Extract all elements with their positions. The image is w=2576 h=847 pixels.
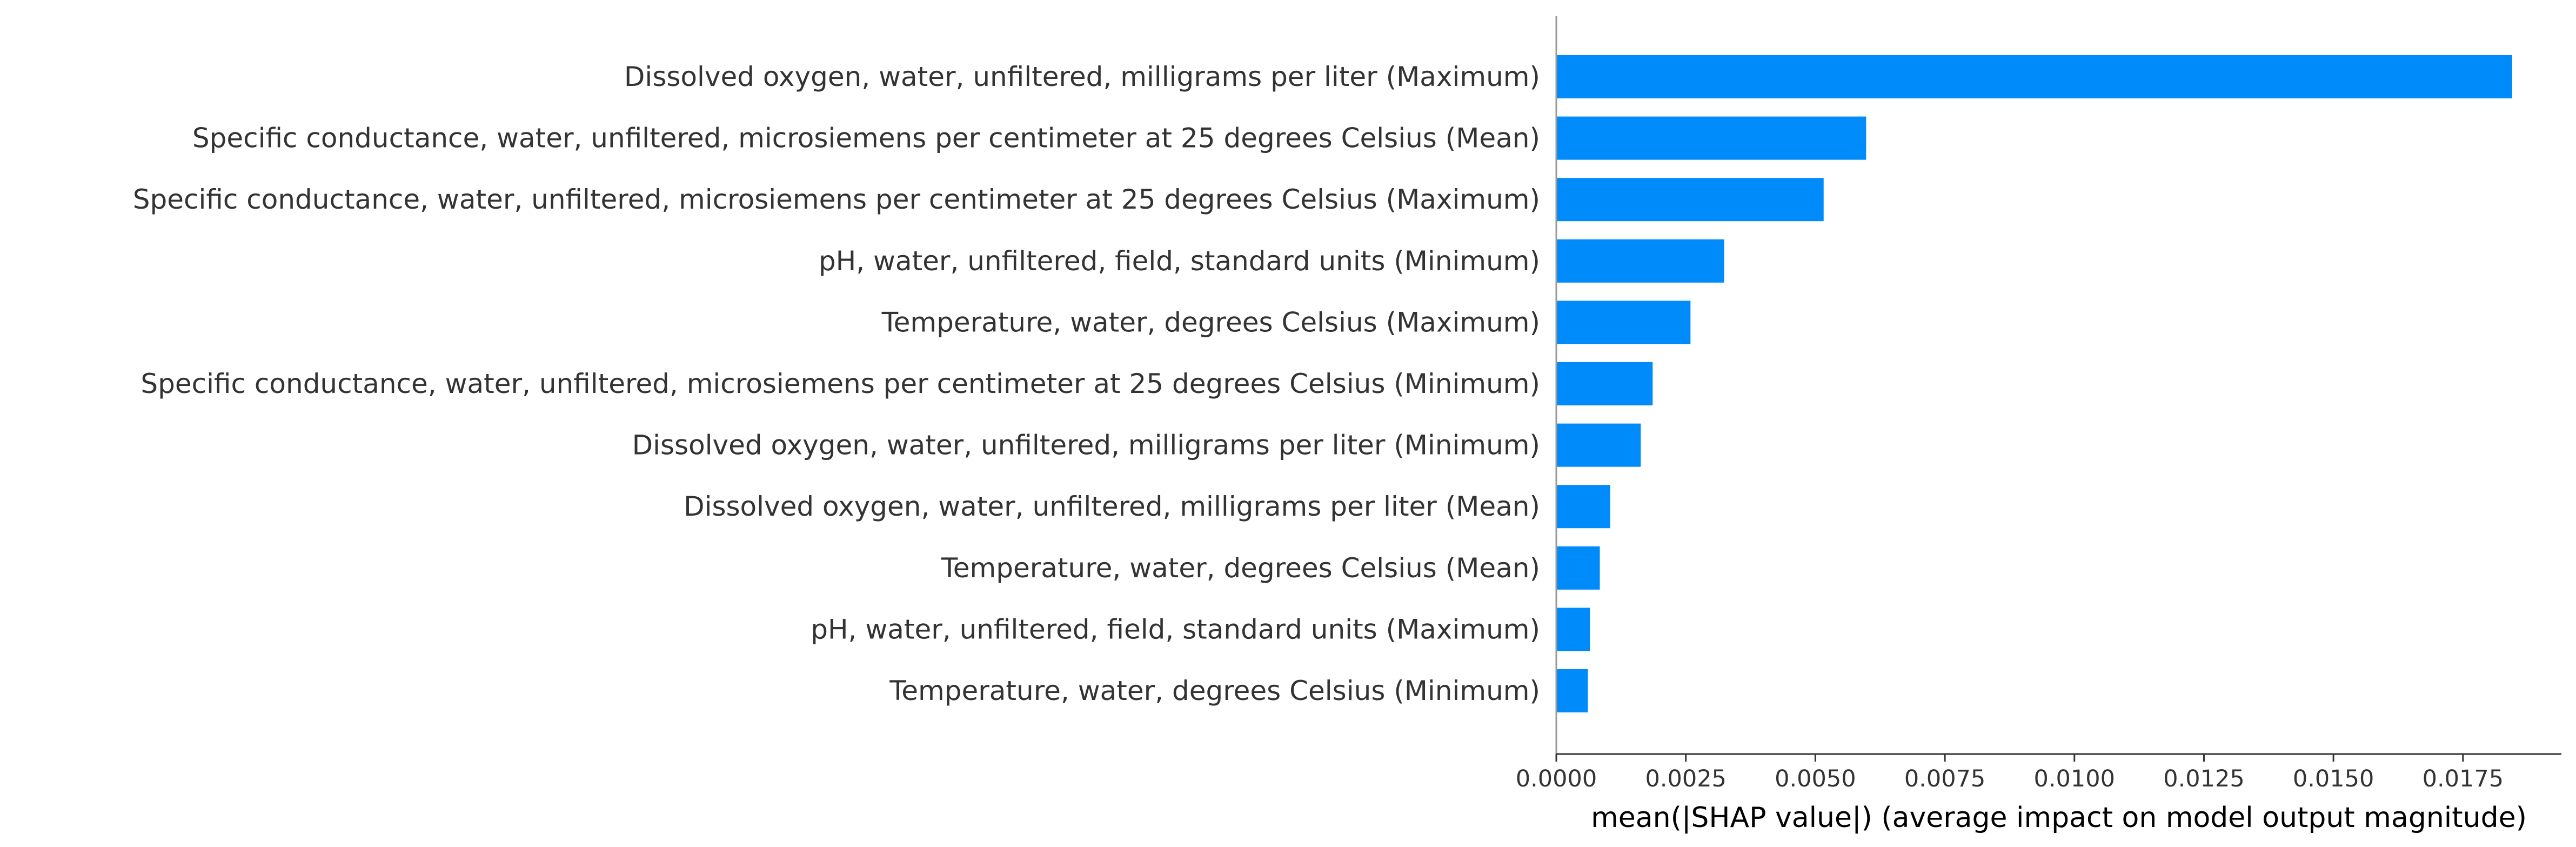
bar [1556,362,1653,405]
category-label: pH, water, unfiltered, field, standard u… [811,613,1540,645]
bar [1556,669,1588,712]
category-label: Dissolved oxygen, water, unfiltered, mil… [624,61,1540,92]
bar [1556,116,1866,160]
bar [1556,55,2512,98]
bar [1556,301,1691,344]
x-tick-label: 0.0100 [2034,765,2115,792]
bar [1556,546,1600,590]
category-label: Dissolved oxygen, water, unfiltered, mil… [684,491,1540,522]
x-tick-label: 0.0050 [1775,765,1856,792]
category-label: pH, water, unfiltered, field, standard u… [819,245,1540,277]
category-label: Specific conductance, water, unfiltered,… [192,123,1540,154]
category-label: Temperature, water, degrees Celsius (Min… [889,675,1540,706]
x-tick-label: 0.0175 [2423,765,2504,792]
x-tick-label: 0.0075 [1904,765,1985,792]
category-label: Dissolved oxygen, water, unfiltered, mil… [632,430,1540,461]
bars-layer [1556,55,2512,712]
x-axis-title: mean(|SHAP value|) (average impact on mo… [1591,802,2527,834]
category-label: Temperature, water, degrees Celsius (Max… [881,306,1540,338]
x-tick-label: 0.0000 [1516,765,1597,792]
category-labels-layer: Dissolved oxygen, water, unfiltered, mil… [133,61,1540,706]
x-tick-label: 0.0025 [1645,765,1726,792]
bar [1556,239,1724,283]
category-label: Specific conductance, water, unfiltered,… [140,368,1540,399]
bar [1556,485,1610,529]
x-ticks-layer: 0.0000 0.0025 0.0050 0.0075 0.0100 0.0125 0.01… [1516,754,2504,792]
x-tick-label: 0.0150 [2293,765,2374,792]
category-label: Temperature, water, degrees Celsius (Mea… [941,552,1540,584]
category-label: Specific conductance, water, unfiltered,… [133,184,1540,215]
bar [1556,608,1590,651]
x-tick-label: 0.0125 [2163,765,2244,792]
bar [1556,423,1641,467]
bar [1556,178,1824,222]
